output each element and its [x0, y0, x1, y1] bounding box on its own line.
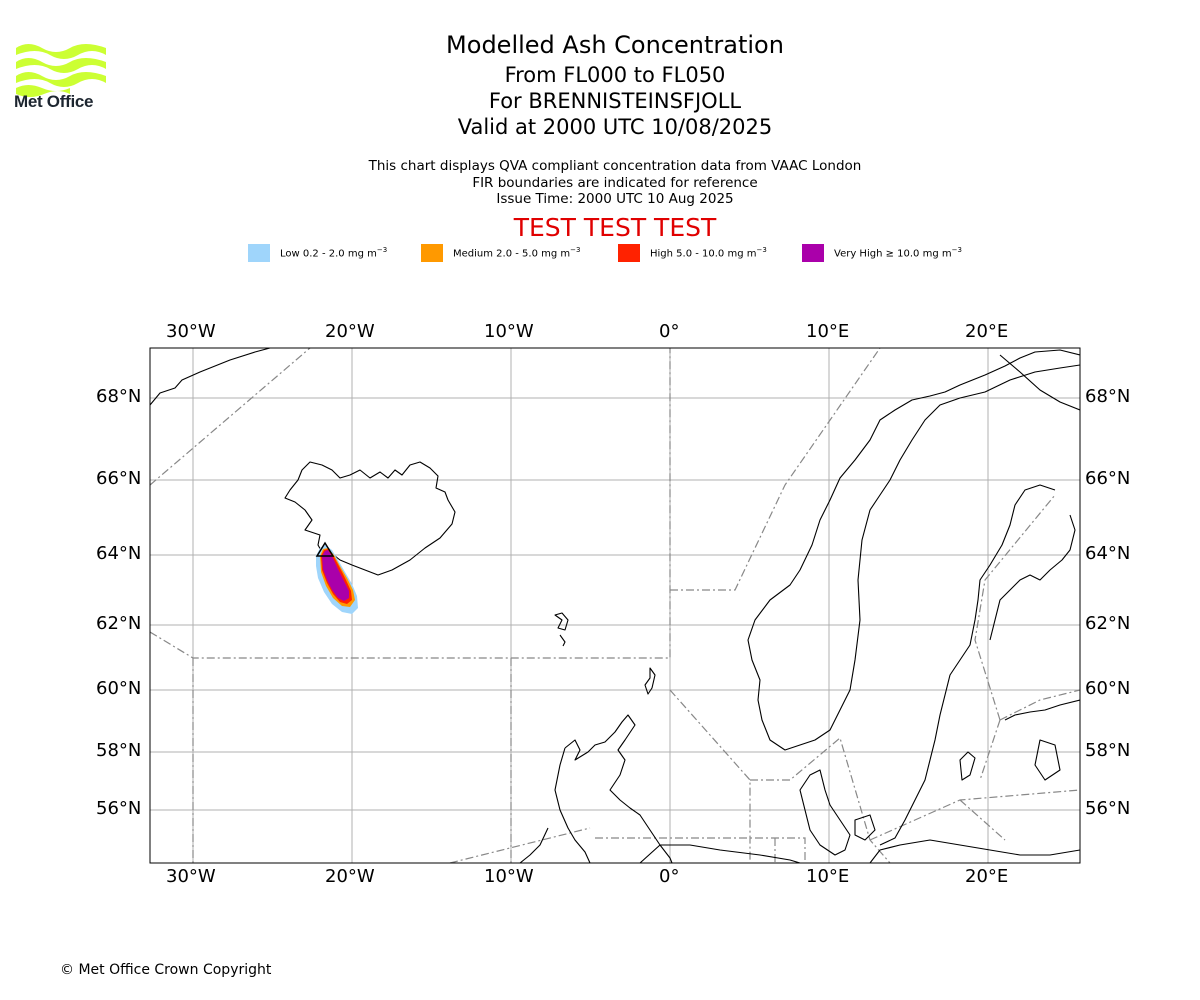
lon-label-top-10e: 10°E	[806, 321, 850, 342]
volcano-marker-icon	[315, 541, 335, 557]
legend-item-low: Low 0.2 - 2.0 mg m−3	[248, 244, 387, 262]
legend-swatch-high	[618, 244, 640, 262]
lon-label-top-0: 0°	[659, 321, 680, 342]
note-line-1: This chart displays QVA compliant concen…	[368, 158, 862, 174]
legend-swatch-very-high	[802, 244, 824, 262]
lat-label-left-56n: 56°N	[96, 798, 142, 819]
lat-label-right-56n: 56°N	[1085, 798, 1131, 819]
legend-swatch-medium	[421, 244, 443, 262]
lon-label-bottom-0: 0°	[659, 866, 680, 887]
lon-label-bottom-10e: 10°E	[806, 866, 850, 887]
note-line-2: FIR boundaries are indicated for referen…	[472, 174, 758, 191]
plume-very-high	[322, 550, 349, 601]
coastlines	[150, 348, 1080, 863]
lat-label-right-68n: 68°N	[1085, 386, 1131, 407]
lat-label-left-60n: 60°N	[96, 678, 142, 699]
lon-label-top-10w: 10°W	[484, 321, 534, 342]
fir-boundaries	[150, 348, 1080, 863]
lat-label-right-62n: 62°N	[1085, 613, 1131, 634]
lon-label-bottom-10w: 10°W	[484, 866, 534, 887]
test-banner: TEST TEST TEST	[513, 213, 717, 242]
lon-label-bottom-20w: 20°W	[325, 866, 375, 887]
lat-label-right-58n: 58°N	[1085, 740, 1131, 761]
note-line-3: Issue Time: 2000 UTC 10 Aug 2025	[496, 191, 734, 207]
copyright: © Met Office Crown Copyright	[60, 962, 272, 978]
map-area	[150, 348, 1080, 863]
legend-item-high: High 5.0 - 10.0 mg m−3	[618, 244, 767, 262]
flight-levels: From FL000 to FL050	[504, 63, 726, 87]
ash-plume	[315, 541, 358, 614]
lon-label-top-20w: 20°W	[325, 321, 375, 342]
notes-block: This chart displays QVA compliant concen…	[0, 158, 1200, 208]
legend-swatch-low	[248, 244, 270, 262]
legend-item-very-high: Very High ≥ 10.0 mg m−3	[802, 244, 962, 262]
lon-label-bottom-30w: 30°W	[166, 866, 216, 887]
lat-label-left-64n: 64°N	[96, 543, 142, 564]
legend-label-very-high: Very High ≥ 10.0 mg m	[834, 248, 952, 260]
logo-text: Met Office	[14, 92, 94, 111]
volcano-name: For BRENNISTEINSFJOLL	[488, 89, 742, 113]
legend-exp-very-high: −3	[951, 246, 962, 255]
legend-item-medium: Medium 2.0 - 5.0 mg m−3	[421, 244, 580, 262]
lat-label-left-68n: 68°N	[96, 386, 142, 407]
legend-exp-medium: −3	[570, 246, 581, 255]
lat-label-right-66n: 66°N	[1085, 468, 1131, 489]
met-office-logo-icon	[16, 44, 106, 97]
lat-label-left-66n: 66°N	[96, 468, 142, 489]
legend-label-medium: Medium 2.0 - 5.0 mg m	[453, 248, 571, 260]
legend-label-high: High 5.0 - 10.0 mg m	[650, 248, 757, 260]
chart-title: Modelled Ash Concentration	[446, 31, 784, 59]
valid-time: Valid at 2000 UTC 10/08/2025	[457, 115, 773, 139]
title-block: Modelled Ash Concentration From FL000 to…	[0, 28, 1200, 140]
lat-label-left-62n: 62°N	[96, 613, 142, 634]
legend-exp-high: −3	[756, 246, 767, 255]
lat-label-right-64n: 64°N	[1085, 543, 1131, 564]
lon-label-bottom-20e: 20°E	[965, 866, 1009, 887]
legend-label-low: Low 0.2 - 2.0 mg m	[280, 248, 377, 260]
lat-label-left-58n: 58°N	[96, 740, 142, 761]
lat-label-right-60n: 60°N	[1085, 678, 1131, 699]
map-frame	[149, 347, 1081, 864]
lon-label-top-20e: 20°E	[965, 321, 1009, 342]
legend-exp-low: −3	[376, 246, 388, 255]
lon-label-top-30w: 30°W	[166, 321, 216, 342]
